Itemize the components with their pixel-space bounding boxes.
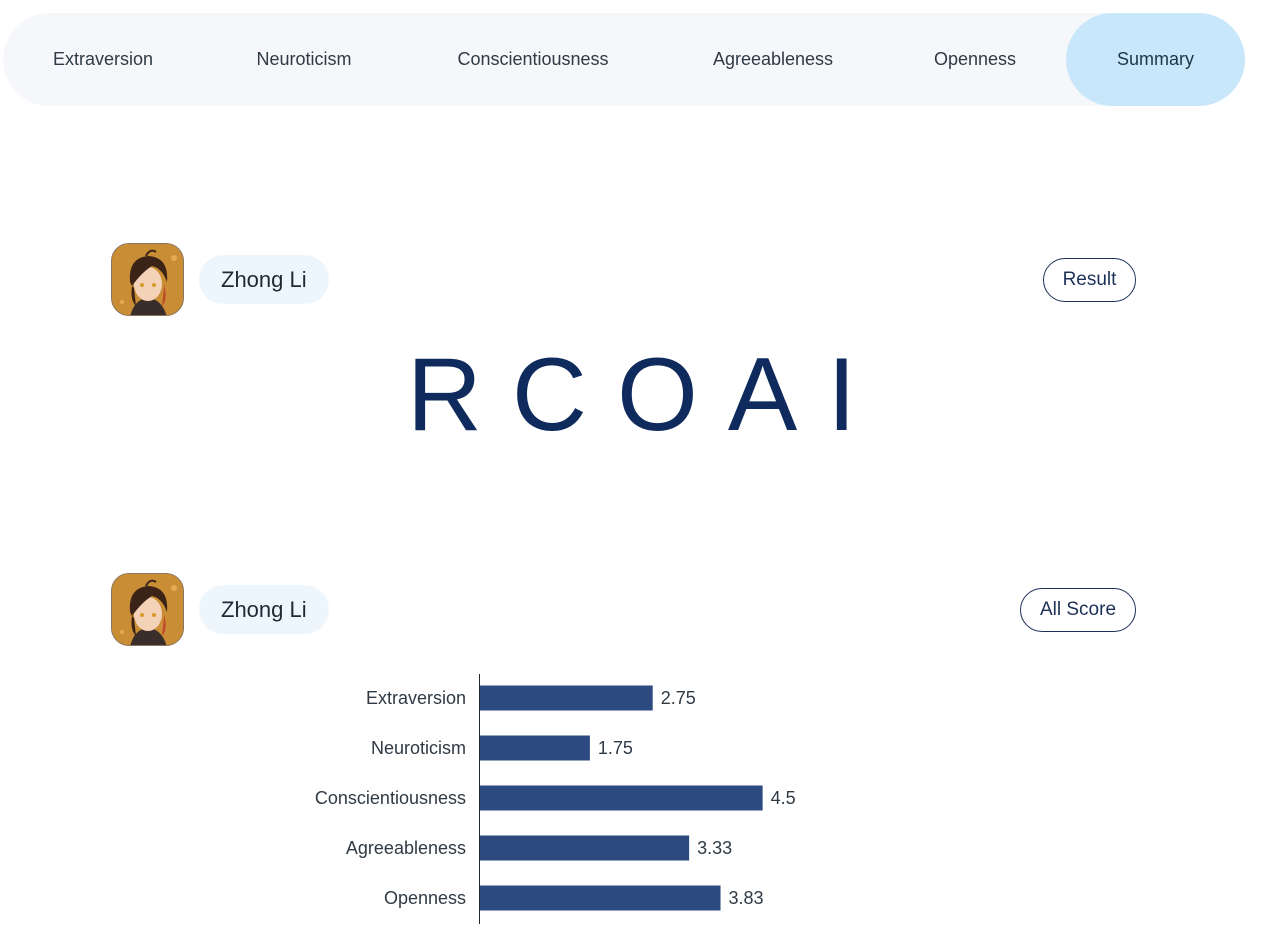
chart-bar-extraversion [480,685,653,711]
chart-bar-agreeableness [480,835,690,861]
result-button[interactable]: Result [1043,258,1136,302]
chart-category-label-conscientiousness: Conscientiousness [315,788,466,808]
tab-agreeableness[interactable]: Agreeableness [712,49,834,69]
tab-extraversion[interactable]: Extraversion [52,49,154,69]
character-avatar-icon [111,243,184,316]
chart-value-label-conscientiousness: 4.5 [771,788,796,808]
chart-value-label-extraversion: 2.75 [661,688,696,708]
character-avatar-icon [111,573,184,646]
section-tabbar: Extraversion Neuroticism Conscientiousne… [3,13,1245,106]
chart-category-label-neuroticism: Neuroticism [371,738,466,758]
all-score-button[interactable]: All Score [1020,588,1136,632]
chart-value-label-openness: 3.83 [729,888,764,908]
chart-value-label-agreeableness: 3.33 [697,838,732,858]
character-name: Zhong Li [199,585,329,634]
chart-bar-conscientiousness [480,785,763,811]
tab-conscientiousness[interactable]: Conscientiousness [457,49,609,69]
personality-code: RCOAI [406,337,887,453]
score-bar-chart: Extraversion 2.75 Neuroticism 1.75 Conscient… [315,674,796,924]
tab-summary[interactable]: Summary [1066,13,1245,106]
chart-bar-openness [480,885,721,911]
chart-category-label-agreeableness: Agreeableness [346,838,466,858]
chart-category-label-extraversion: Extraversion [366,688,466,708]
chart-bar-neuroticism [480,735,590,761]
tab-openness[interactable]: Openness [933,49,1017,69]
character-name: Zhong Li [199,255,329,304]
chart-value-label-neuroticism: 1.75 [598,738,633,758]
tab-neuroticism[interactable]: Neuroticism [256,49,352,69]
chart-category-label-openness: Openness [384,888,466,908]
